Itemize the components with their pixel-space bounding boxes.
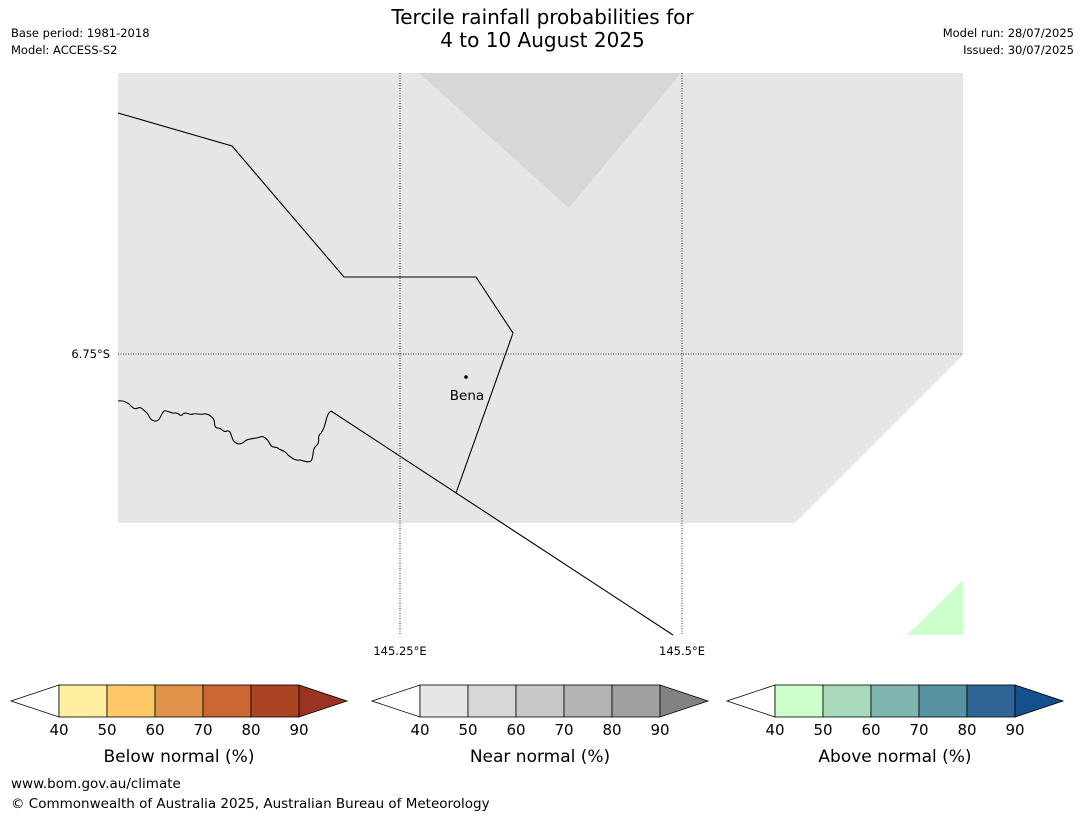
below-normal-legend-tick: 70 [193,721,212,739]
below-normal-legend-tick: 90 [289,721,308,739]
below-normal-legend-label: Below normal (%) [104,747,255,767]
near-normal-legend-low-extend [370,684,421,718]
near-normal-legend-cell [563,684,613,718]
above-normal-legend-cell [822,684,872,718]
map-title: Tercile rainfall probabilities for 4 to … [0,6,1085,52]
near-normal-legend-high-extend [659,684,710,718]
near-normal-legend-tick: 50 [458,721,477,739]
below-normal-legend-cell [154,684,204,718]
near-normal-50-60-region [419,73,681,208]
below-normal-legend-tick: 50 [97,721,116,739]
river-boundary [117,400,332,463]
title-line-2: 4 to 10 August 2025 [440,28,645,52]
near-normal-legend-tick: 40 [410,721,429,739]
above-normal-legend-low-extend [725,684,776,718]
footer: www.bom.gov.au/climate © Commonwealth of… [11,774,490,814]
base-period: Base period: 1981-2018 [11,26,150,40]
above-normal-legend-tick: 80 [957,721,976,739]
province-boundary [117,112,514,494]
title-line-1: Tercile rainfall probabilities for [391,5,694,29]
above-normal-legend-tick: 60 [861,721,880,739]
legend-near-normal: 40 50 60 70 80 90 Near normal (%) [370,684,710,767]
near-normal-legend-tick: 80 [602,721,621,739]
above-normal-legend-cell [870,684,920,718]
lon-label-145-5: 145.5°E [659,644,705,658]
above-normal-40-50-region [907,580,963,635]
footer-url: www.bom.gov.au/climate [11,776,181,792]
near-normal-legend-label: Near normal (%) [470,747,610,767]
map-area: Bena 6.75°S 145.25°E 145.5°E [71,73,963,658]
near-normal-legend-tick: 70 [554,721,573,739]
bena-town-marker [464,375,468,379]
legend-below-normal: 40 50 60 70 80 90 Below normal (%) [9,684,349,767]
below-normal-legend-cell [58,684,108,718]
near-normal-legend-cell [467,684,517,718]
below-normal-legend-cell [106,684,156,718]
issued-date: Issued: 30/07/2025 [963,43,1074,57]
below-normal-legend-tick: 80 [241,721,260,739]
above-normal-legend-tick: 90 [1005,721,1024,739]
above-normal-legend-tick: 50 [813,721,832,739]
above-normal-legend-tick: 40 [765,721,784,739]
below-normal-legend-cell [202,684,252,718]
above-normal-legend-cell [774,684,824,718]
near-normal-40-50-region [118,73,963,523]
below-normal-legend-tick: 40 [49,721,68,739]
lon-label-145-25: 145.25°E [373,644,426,658]
near-normal-legend-cell [611,684,661,718]
below-normal-legend-cell [250,684,300,718]
bena-town-label: Bena [450,388,484,404]
above-normal-legend-label: Above normal (%) [818,747,971,767]
legend-above-normal: 40 50 60 70 80 90 Above normal (%) [725,684,1065,767]
near-normal-legend-cell [419,684,469,718]
below-normal-legend-high-extend [298,684,349,718]
above-normal-legend-high-extend [1014,684,1065,718]
above-normal-legend-tick: 70 [909,721,928,739]
near-normal-legend-cell [515,684,565,718]
meta-right: Model run: 28/07/2025 Issued: 30/07/2025 [943,25,1074,59]
footer-copyright: © Commonwealth of Australia 2025, Austra… [11,796,490,812]
near-normal-legend-tick: 60 [506,721,525,739]
below-normal-legend-tick: 60 [145,721,164,739]
above-normal-legend-cell [918,684,968,718]
model-run-date: Model run: 28/07/2025 [942,26,1074,40]
lat-label-6-75: 6.75°S [71,347,110,361]
below-normal-legend-low-extend [9,684,60,718]
near-normal-legend-tick: 90 [650,721,669,739]
province-boundary-south [330,410,674,636]
above-normal-legend-cell [966,684,1016,718]
model-name: Model: ACCESS-S2 [11,43,118,57]
meta-left: Base period: 1981-2018 Model: ACCESS-S2 [11,25,150,59]
